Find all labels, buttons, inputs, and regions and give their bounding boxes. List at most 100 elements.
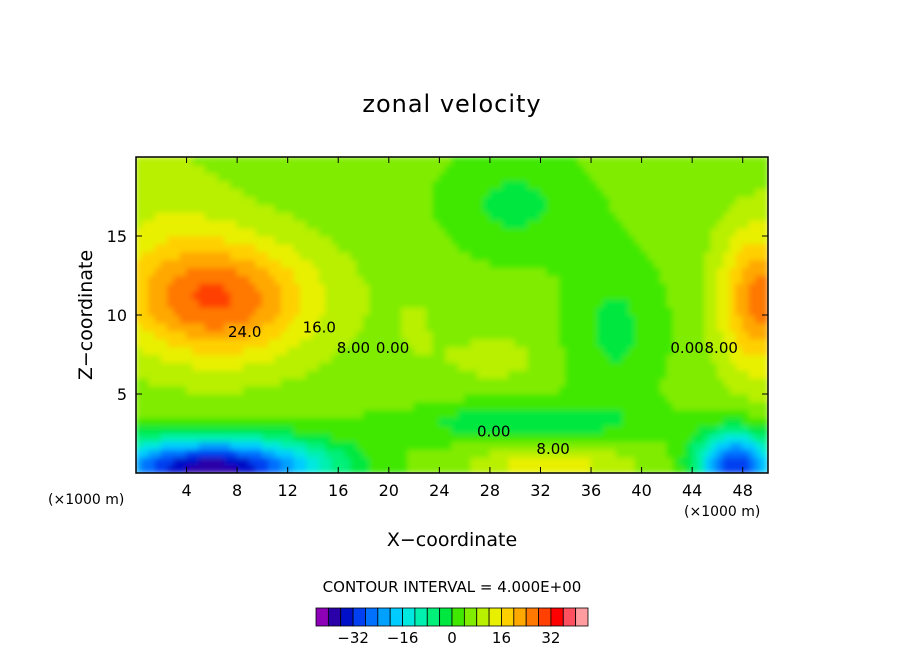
field-cell xyxy=(697,354,706,363)
field-cell xyxy=(426,464,434,473)
field-cell xyxy=(539,448,548,458)
field-cell xyxy=(445,401,453,411)
field-cell xyxy=(154,243,162,253)
field-cell xyxy=(160,330,169,340)
field-cell xyxy=(318,417,327,427)
field-cell xyxy=(198,425,207,434)
field-cell xyxy=(761,188,768,197)
field-cell xyxy=(419,425,428,434)
field-cell xyxy=(407,188,415,197)
field-cell xyxy=(761,377,768,387)
field-cell xyxy=(622,275,630,284)
field-cell xyxy=(179,211,188,221)
field-cell xyxy=(148,188,156,197)
field-cell xyxy=(363,188,371,197)
field-cell xyxy=(236,314,244,324)
field-cell xyxy=(716,440,725,450)
field-cell xyxy=(136,369,143,379)
field-cell xyxy=(280,448,289,458)
field-cell xyxy=(502,464,510,473)
field-cell xyxy=(249,361,257,371)
field-cell xyxy=(136,227,143,237)
field-cell xyxy=(249,164,257,174)
field-cell xyxy=(413,243,421,253)
field-cell xyxy=(729,464,737,473)
field-cell xyxy=(141,227,150,237)
field-cell xyxy=(287,290,295,300)
field-cell xyxy=(742,298,750,308)
field-cell xyxy=(685,227,693,237)
field-cell xyxy=(337,314,346,324)
field-cell xyxy=(451,196,459,205)
field-cell xyxy=(527,275,535,284)
field-cell xyxy=(546,164,554,174)
field-cell xyxy=(148,219,156,229)
field-cell xyxy=(369,393,377,403)
colorbar-swatch xyxy=(463,607,478,627)
field-cell xyxy=(552,354,560,363)
field-cell xyxy=(539,282,548,292)
field-cell xyxy=(325,417,333,427)
field-cell xyxy=(280,385,289,395)
field-cell xyxy=(672,417,681,427)
field-cell xyxy=(641,164,649,174)
field-cell xyxy=(647,456,655,466)
field-cell xyxy=(394,464,402,473)
field-cell xyxy=(546,172,554,182)
field-cell xyxy=(445,298,453,308)
field-cell xyxy=(565,456,573,466)
field-cell xyxy=(268,377,276,387)
field-cell xyxy=(691,417,699,427)
field-cell xyxy=(167,369,175,379)
field-cell xyxy=(622,385,630,395)
field-cell xyxy=(356,433,365,442)
field-cell xyxy=(527,346,535,355)
field-cell xyxy=(400,385,409,395)
field-cell xyxy=(337,369,346,379)
field-cell xyxy=(148,282,156,292)
field-cell xyxy=(375,180,383,190)
field-cell xyxy=(521,456,529,466)
field-cell xyxy=(710,464,718,473)
field-cell xyxy=(407,251,415,261)
field-cell xyxy=(533,188,541,197)
colorbar-swatch xyxy=(389,607,403,627)
field-cell xyxy=(236,417,244,427)
field-cell xyxy=(325,464,333,473)
field-cell xyxy=(274,417,282,427)
field-cell xyxy=(735,401,744,411)
field-cell xyxy=(539,330,548,340)
field-cell xyxy=(445,243,453,253)
x-axis-label: X−coordinate xyxy=(387,529,517,551)
field-cell xyxy=(508,369,516,379)
field-cell xyxy=(716,448,725,458)
field-cell xyxy=(419,211,428,221)
field-cell xyxy=(344,282,352,292)
field-cell xyxy=(647,385,655,395)
field-cell xyxy=(249,369,257,379)
field-cell xyxy=(584,211,592,221)
field-cell xyxy=(704,164,712,174)
field-cell xyxy=(590,369,598,379)
field-cell xyxy=(306,433,314,442)
field-cell xyxy=(350,440,358,450)
field-cell xyxy=(173,282,181,292)
field-cell xyxy=(748,275,756,284)
field-cell xyxy=(489,298,497,308)
field-cell xyxy=(653,275,662,284)
field-cell xyxy=(596,409,605,419)
field-cell xyxy=(514,298,523,308)
field-cell xyxy=(160,433,169,442)
field-cell xyxy=(198,464,207,473)
field-cell xyxy=(666,448,674,458)
field-cell xyxy=(622,409,630,419)
field-cell xyxy=(735,369,744,379)
field-cell xyxy=(141,393,150,403)
field-cell xyxy=(400,417,409,427)
field-cell xyxy=(192,251,200,261)
field-cell xyxy=(546,243,554,253)
field-cell xyxy=(571,275,579,284)
field-cell xyxy=(167,346,175,355)
field-cell xyxy=(280,267,289,276)
field-cell xyxy=(268,354,276,363)
